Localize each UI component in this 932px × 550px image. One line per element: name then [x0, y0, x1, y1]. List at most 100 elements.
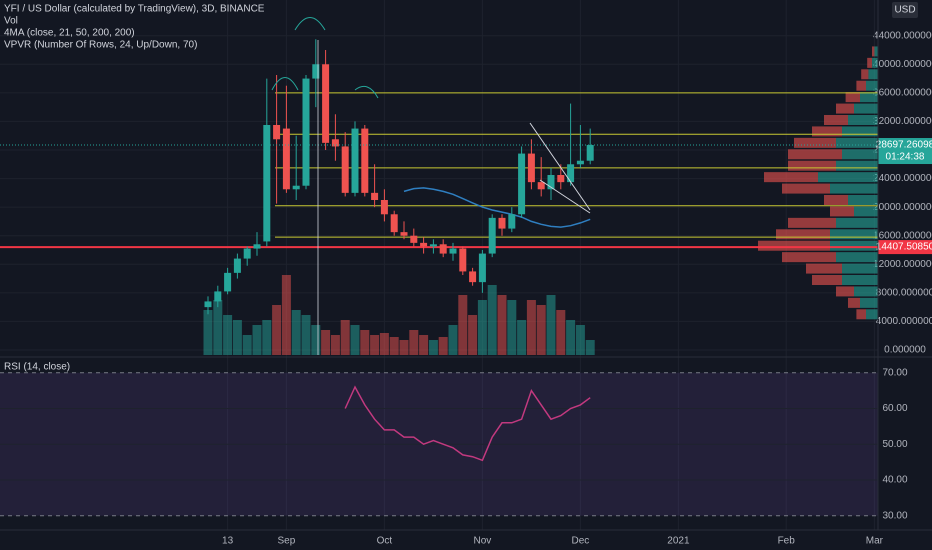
- candle-body: [282, 128, 290, 190]
- volume-bar: [203, 310, 213, 355]
- volume-bar: [360, 330, 370, 355]
- vpvr-down: [856, 309, 866, 320]
- volume-bar: [526, 300, 536, 355]
- vpvr-down: [794, 137, 836, 148]
- rsi-tick-label: 70.00: [882, 367, 907, 378]
- volume-bar: [340, 320, 350, 355]
- candle-body: [380, 200, 388, 215]
- candle-body: [439, 244, 447, 254]
- volume-bar: [507, 300, 517, 355]
- candle-body: [341, 146, 349, 193]
- vpvr-down: [824, 195, 848, 205]
- rsi-tick-label: 50.00: [882, 439, 907, 450]
- vpvr-down: [856, 80, 866, 91]
- volume-bar: [428, 340, 438, 355]
- vpvr-down: [758, 240, 830, 251]
- countdown: 01:24:38: [886, 152, 925, 163]
- candle-body: [322, 64, 330, 143]
- candle-body: [429, 244, 437, 247]
- volume-bar: [536, 305, 546, 355]
- volume-bar: [252, 325, 262, 355]
- volume-bar: [556, 310, 566, 355]
- vpvr-up: [874, 46, 878, 57]
- volume-bar: [566, 320, 576, 355]
- candle-body: [312, 64, 320, 79]
- y-tick-label: 4000.000000: [876, 316, 932, 327]
- volume-bar: [291, 310, 301, 355]
- candle-body: [498, 217, 506, 229]
- vpvr-down: [872, 46, 875, 57]
- candle-body: [469, 271, 477, 283]
- x-tick-label: 13: [222, 536, 234, 547]
- y-tick-label: 32000.000000: [873, 116, 932, 127]
- vpvr-up: [854, 206, 878, 217]
- candle-body: [214, 291, 222, 302]
- volume-bar: [262, 320, 272, 355]
- x-tick-label: 2021: [667, 536, 690, 547]
- y-tick-label: 8000.000000: [876, 287, 932, 298]
- candle-body: [527, 153, 535, 183]
- vpvr-up: [842, 275, 878, 285]
- vpvr-up: [854, 103, 878, 114]
- candle-body: [390, 214, 398, 233]
- vpvr-up: [836, 160, 878, 171]
- red-level-box: [878, 240, 932, 255]
- y-tick-label: 20000.000000: [873, 202, 932, 213]
- volume-bar: [311, 325, 321, 355]
- vpvr-down: [830, 206, 854, 217]
- candle-body: [557, 175, 565, 183]
- volume-bar: [301, 315, 311, 355]
- currency[interactable]: USD: [894, 5, 915, 16]
- chart-title: YFI / US Dollar (calculated by TradingVi…: [4, 4, 265, 15]
- volume-bar: [458, 295, 468, 355]
- volume-bar: [242, 335, 252, 355]
- red-level-label: 14407.50850: [876, 242, 932, 253]
- indicator-label: 4MA (close, 21, 50, 200, 200): [4, 28, 135, 39]
- volume-bar: [272, 305, 282, 355]
- x-tick-label: Nov: [474, 536, 492, 547]
- currency-box[interactable]: [892, 2, 918, 18]
- volume-bar: [438, 337, 448, 355]
- candle-body: [233, 258, 241, 273]
- ma-line: [403, 187, 591, 228]
- vpvr-down: [848, 297, 860, 308]
- vpvr-down: [788, 217, 836, 228]
- rsi-tick-label: 40.00: [882, 475, 907, 486]
- rsi-line: [344, 385, 591, 462]
- vpvr-up: [830, 229, 878, 240]
- candle-body: [576, 160, 584, 165]
- candle-body: [263, 125, 271, 242]
- vpvr-down: [812, 275, 842, 285]
- candle-body: [567, 164, 575, 183]
- candle-body: [273, 125, 281, 140]
- x-tick-label: Sep: [278, 536, 296, 547]
- volume-bar: [448, 325, 458, 355]
- volume-bar: [546, 295, 556, 355]
- rsi-title: RSI (14, close): [4, 362, 70, 373]
- candle-body: [488, 217, 496, 254]
- volume-bar: [350, 325, 360, 355]
- volume-bar: [477, 300, 487, 355]
- vpvr-up: [848, 195, 878, 205]
- candle-body: [478, 253, 486, 283]
- candle-body: [586, 145, 594, 161]
- vpvr-up: [836, 217, 878, 228]
- volume-bar: [232, 320, 242, 355]
- y-tick-label: 0.000000: [884, 345, 926, 356]
- vpvr-down: [782, 252, 836, 263]
- candle-body: [224, 272, 232, 292]
- candle-body: [459, 248, 467, 272]
- vpvr-up: [836, 252, 878, 263]
- volume-bar: [409, 330, 419, 355]
- candle-body: [253, 244, 261, 249]
- y-tick-label: 40000.000000: [873, 59, 932, 70]
- indicator-label: VPVR (Number Of Rows, 24, Up/Down, 70): [4, 40, 197, 51]
- candle-body: [243, 248, 251, 259]
- candle-body: [518, 153, 526, 215]
- y-tick-label: 12000.000000: [873, 259, 932, 270]
- vpvr-up: [860, 297, 878, 308]
- drawing-line: [529, 122, 591, 211]
- vpvr-down: [845, 92, 860, 103]
- candle-body: [371, 192, 379, 200]
- rsi-tick-label: 60.00: [882, 403, 907, 414]
